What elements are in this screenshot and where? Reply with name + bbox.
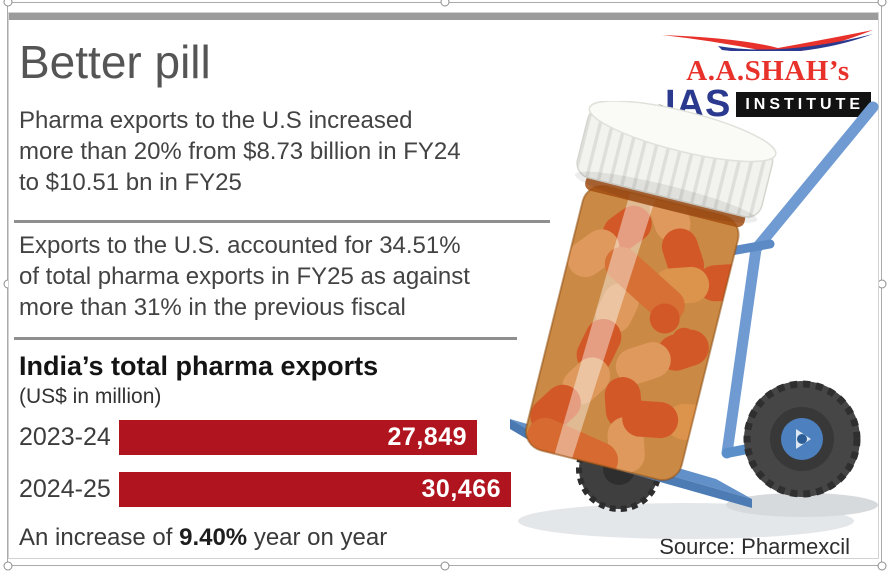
chart-row: 2023-24 27,849 (19, 420, 539, 455)
capsules (521, 181, 743, 485)
bottle-cap (574, 101, 777, 223)
logo: A.A.SHAH’s IAS INSTITUTE (654, 29, 882, 123)
paragraph-2: Exports to the U.S. accounted for 34.51%… (19, 232, 470, 321)
chart-row: 2024-25 30,466 (19, 472, 539, 507)
selection-handle-top-middle[interactable] (440, 0, 450, 7)
logo-name: A.A.SHAH’s (686, 55, 850, 87)
logo-swoosh-icon (662, 30, 873, 54)
increase-suffix: year on year (247, 524, 388, 551)
chart-title: India’s total pharma exports (19, 351, 379, 381)
bar: 30,466 (119, 472, 511, 507)
increase-prefix: An increase of (19, 524, 180, 551)
bottle-neck (585, 174, 746, 228)
pill-bottle-illustration (510, 101, 879, 539)
front-wheel-assembly (722, 380, 861, 498)
logo-institute-badge: INSTITUTE (736, 91, 872, 117)
bar-value: 27,849 (387, 423, 467, 451)
selection-handle-bottom-right[interactable] (877, 561, 887, 571)
divider-1 (14, 220, 550, 223)
divider-2 (14, 337, 517, 340)
selection-handle-bottom-middle[interactable] (440, 561, 450, 571)
increase-value: 9.40% (179, 524, 248, 551)
bar-label: 2023-24 (19, 423, 111, 451)
paragraph-1: Pharma exports to the U.S increased more … (19, 107, 461, 196)
increase-note: An increase of 9.40% year on year (19, 524, 387, 552)
bar-value: 30,466 (421, 475, 501, 503)
pill-bottle (521, 101, 777, 485)
bar-label: 2024-25 (19, 475, 111, 503)
chart-subtitle: (US$ in million) (19, 385, 162, 408)
bar-chart: 2023-24 27,849 2024-25 30,466 (19, 420, 539, 524)
selection-handle-top-left[interactable] (3, 0, 13, 7)
selection-handle-bottom-left[interactable] (3, 561, 13, 571)
page-title: Better pill (19, 36, 211, 88)
top-bar (9, 13, 878, 20)
image-frame[interactable]: Better pill Pharma exports to the U.S in… (8, 12, 879, 559)
bar: 27,849 (119, 420, 477, 455)
selection-handle-top-right[interactable] (877, 0, 887, 7)
